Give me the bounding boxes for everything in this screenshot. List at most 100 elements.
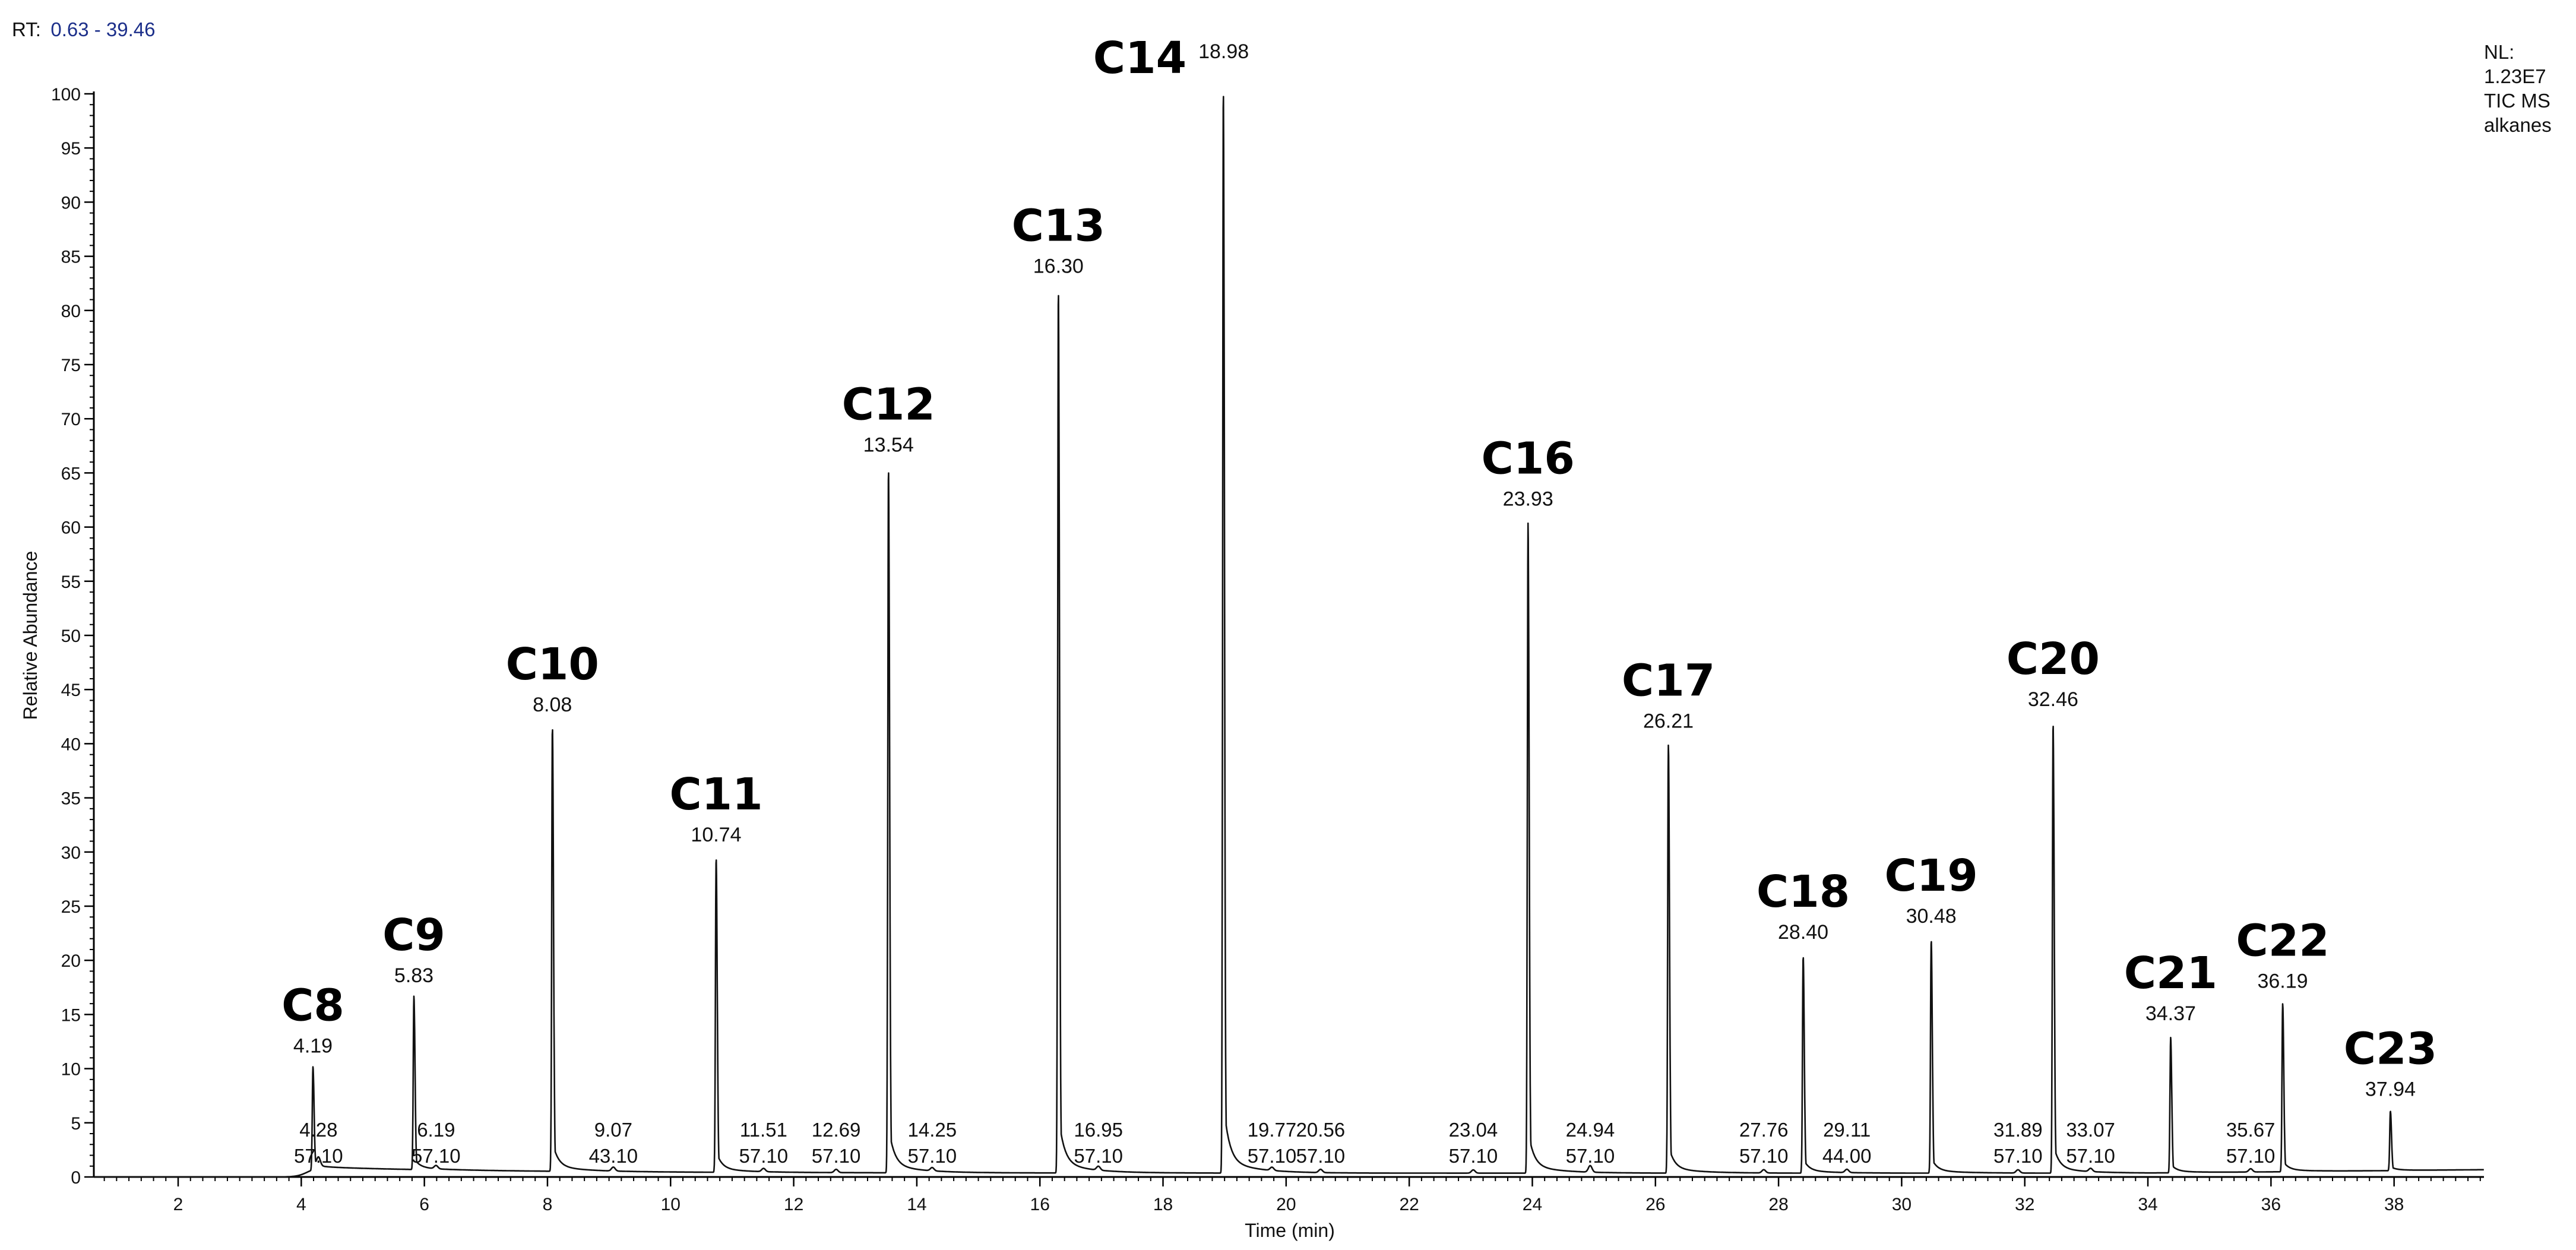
minor-peak: 4.28 57.10 [294,1119,343,1167]
x-tick-label: 18 [1153,1195,1173,1214]
peak-rt-label: 8.08 [533,694,572,716]
minor-peak-mz: 57.10 [739,1145,788,1167]
minor-peak: 31.89 57.10 [1993,1119,2043,1167]
peak-name-label: C12 [842,379,935,430]
peak-c14: C14 18.98 [1093,33,1249,84]
peak-rt-label: 36.19 [2257,970,2308,992]
peak-rt-label: 23.93 [1503,488,1553,511]
minor-peak-mz: 57.10 [1296,1145,1346,1167]
y-tick-label: 35 [61,789,81,809]
peak-labels: C8 4.19 C9 5.83 C10 8.08 C11 10.74 C12 13.54 C13 16… [281,33,2437,1167]
minor-peak: 23.04 57.10 [1449,1119,1498,1167]
minor-peak-mz: 57.10 [2226,1145,2276,1167]
minor-peak: 6.19 57.10 [412,1119,461,1167]
minor-peak-rt: 9.07 [594,1119,632,1141]
peak-rt-label: 30.48 [1906,905,1957,928]
x-tick-label: 36 [2261,1195,2281,1214]
peak-c10: C10 8.08 [506,639,599,716]
minor-peak-rt: 31.89 [1993,1119,2043,1141]
peak-rt-label: 5.83 [394,964,433,987]
peak-name-label: C17 [1622,656,1715,707]
peak-name-label: C10 [506,639,599,690]
y-tick-label: 85 [61,248,81,267]
y-tick-label: 45 [61,681,81,700]
minor-peak-rt: 33.07 [2066,1119,2115,1141]
minor-peak: 19.77 57.10 [1248,1119,1297,1167]
y-tick-label: 60 [61,518,81,538]
minor-peak-rt: 11.51 [740,1119,787,1141]
peak-name-label: C14 [1093,33,1186,84]
x-tick-label: 6 [419,1195,429,1214]
minor-peak-rt: 6.19 [417,1119,455,1141]
y-tick-label: 65 [61,464,81,483]
peak-name-label: C23 [2344,1024,2437,1075]
tic-trace [93,96,2485,1178]
minor-peak-rt: 27.76 [1739,1119,1789,1141]
x-tick-label: 30 [1892,1195,1912,1214]
minor-peak: 24.94 57.10 [1566,1119,1615,1167]
peak-c20: C20 32.46 [2007,634,2100,711]
peak-name-label: C19 [1885,850,1978,901]
x-tick-label: 20 [1276,1195,1296,1214]
y-tick-label: 90 [61,193,81,213]
y-tick-label: 95 [61,139,81,159]
minor-peak: 33.07 57.10 [2066,1119,2115,1167]
x-tick-label: 12 [784,1195,803,1214]
peak-name-label: C22 [2236,915,2329,966]
y-tick-label: 100 [51,85,81,105]
x-tick-label: 34 [2138,1195,2157,1214]
minor-peak-rt: 4.28 [299,1119,337,1141]
peak-c17: C17 26.21 [1622,656,1715,733]
x-tick-label: 16 [1030,1195,1050,1214]
peak-c11: C11 10.74 [669,769,762,846]
peak-c13: C13 16.30 [1012,200,1105,277]
peak-rt-label: 28.40 [1778,921,1828,944]
y-axis-title: Relative Abundance [20,551,41,720]
minor-peak-mz: 44.00 [1822,1145,1872,1167]
x-tick-label: 10 [661,1195,681,1214]
minor-peak-rt: 24.94 [1566,1119,1615,1141]
nl-line: alkanes [2484,114,2552,136]
y-tick-label: 30 [61,843,81,863]
minor-peak-mz: 57.10 [812,1145,861,1167]
y-tick-label: 40 [61,735,81,754]
minor-peak: 9.07 43.10 [589,1119,638,1167]
y-tick-label: 75 [61,356,81,375]
peak-c22: C22 36.19 [2236,915,2329,992]
peak-name-label: C9 [382,910,445,961]
peak-rt-label: 18.98 [1198,40,1249,63]
minor-peak-mz: 57.10 [1739,1145,1789,1167]
peak-rt-label: 34.37 [2145,1002,2196,1025]
peak-c19: C19 30.48 [1885,850,1978,928]
peak-rt-label: 16.30 [1033,255,1084,277]
minor-peak-rt: 23.04 [1449,1119,1498,1141]
nl-line: NL: [2484,41,2514,63]
peak-rt-label: 32.46 [2028,688,2078,711]
y-tick-label: 15 [61,1005,81,1025]
minor-peak-rt: 12.69 [812,1119,861,1141]
peak-rt-label: 26.21 [1643,710,1694,733]
minor-peak-mz: 57.10 [294,1145,343,1167]
x-tick-label: 32 [2015,1195,2034,1214]
x-tick-label: 14 [907,1195,926,1214]
minor-peak: 27.76 57.10 [1739,1119,1789,1167]
minor-peak-mz: 57.10 [1449,1145,1498,1167]
minor-peak: 35.67 57.10 [2226,1119,2276,1167]
peak-name-label: C20 [2007,634,2100,685]
y-tick-label: 55 [61,572,81,592]
minor-peak-mz: 57.10 [908,1145,957,1167]
peak-rt-label: 4.19 [293,1035,333,1058]
trace-layer [93,96,2485,1178]
minor-peak-mz: 57.10 [412,1145,461,1167]
x-tick-label: 22 [1399,1195,1419,1214]
minor-peak: 14.25 57.10 [908,1119,957,1167]
peak-name-label: C16 [1482,433,1575,485]
peak-c16: C16 23.93 [1482,433,1575,511]
y-tick-label: 70 [61,410,81,429]
minor-peak-rt: 20.56 [1296,1119,1346,1141]
y-tick-label: 25 [61,897,81,917]
nl-info: NL: 1.23E7 TIC MS alkanes [2484,41,2552,136]
minor-peak-rt: 16.95 [1074,1119,1123,1141]
y-tick-label: 10 [61,1060,81,1080]
x-axis-title: Time (min) [1245,1220,1335,1241]
